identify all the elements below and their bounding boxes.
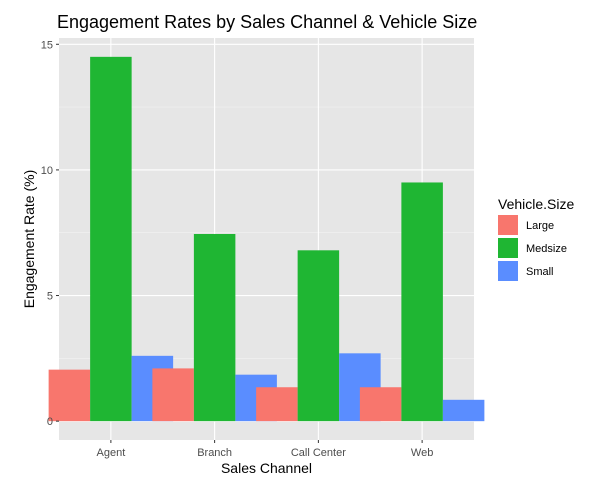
bar-medsize [90, 56, 132, 422]
bar-medsize [401, 182, 443, 422]
y-axis: 0 5 10 15 [41, 39, 59, 428]
y-tick-label: 0 [47, 416, 53, 428]
legend-title: Vehicle.Size [498, 196, 574, 212]
x-axis: Agent Branch Call Center Web [97, 440, 433, 459]
legend-label: Medsize [526, 243, 567, 255]
bar-small [442, 399, 485, 422]
legend-key-medsize [498, 238, 518, 258]
bar-large [359, 387, 402, 422]
bar-large [256, 387, 298, 422]
bars [48, 56, 485, 422]
x-axis-title: Sales Channel [221, 460, 312, 476]
bar-large [152, 368, 194, 422]
legend-label: Small [526, 266, 554, 278]
bar-medsize [193, 233, 236, 422]
bar-medsize [297, 250, 340, 422]
x-tick-label: Branch [197, 447, 232, 459]
chart-title: Engagement Rates by Sales Channel & Vehi… [57, 12, 477, 32]
legend-key-large [498, 215, 518, 235]
y-tick-label: 10 [41, 165, 53, 177]
x-tick-label: Call Center [291, 447, 346, 459]
legend: Vehicle.Size Large Medsize Small [498, 196, 574, 281]
legend-label: Large [526, 220, 554, 232]
legend-key-small [498, 261, 518, 281]
x-tick-label: Web [411, 447, 433, 459]
y-tick-label: 15 [41, 39, 53, 51]
bar-large [48, 369, 91, 422]
x-tick-label: Agent [97, 447, 126, 459]
y-tick-label: 5 [47, 291, 53, 303]
y-axis-title: Engagement Rate (%) [21, 170, 37, 309]
